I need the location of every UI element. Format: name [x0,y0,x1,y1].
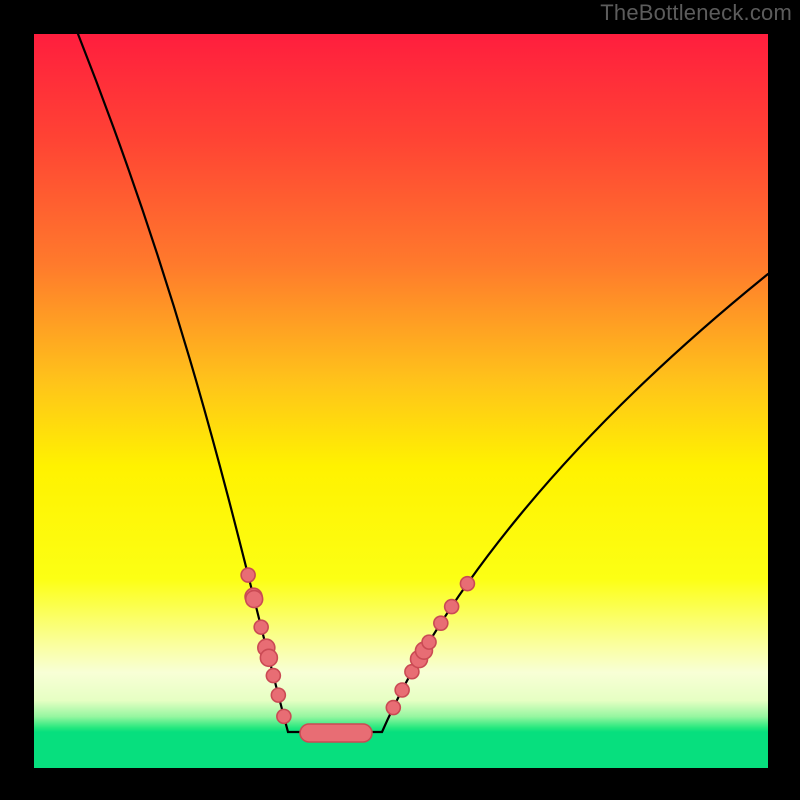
data-dot [395,683,409,697]
data-dot [271,688,285,702]
bottleneck-chart [0,0,800,800]
data-dot-cluster [300,724,372,742]
data-dot [422,635,436,649]
green-strip [34,732,768,768]
gradient-band [34,34,768,732]
data-dot [266,669,280,683]
data-dot [241,568,255,582]
data-dot [277,709,291,723]
data-dot [460,577,474,591]
data-dot [260,649,277,666]
data-dot [246,591,263,608]
data-dot [254,620,268,634]
data-dot [434,616,448,630]
chart-container: TheBottleneck.com [0,0,800,800]
data-dot [386,701,400,715]
data-dot [445,600,459,614]
